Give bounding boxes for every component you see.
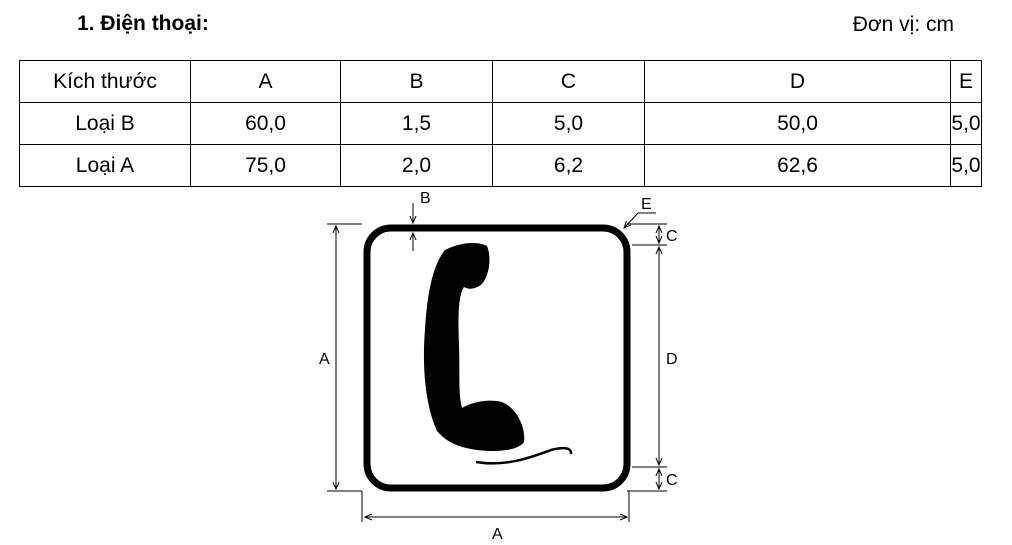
dimension-a-vertical: [327, 223, 363, 522]
dimension-e-label: E: [641, 196, 652, 213]
table-cell: 60,0: [190, 102, 341, 145]
dimension-e: [624, 212, 656, 228]
dimension-b-label: B: [420, 190, 431, 207]
dimension-a-horizontal: [365, 490, 655, 522]
table-cell: 5,0: [950, 144, 982, 187]
table-row: Loại A 75,0 2,0 6,2 62,6 5,0: [19, 144, 982, 187]
header-cell: D: [644, 60, 951, 103]
dimensions-table: Kích thước A B C D E Loại B 60,0 1,5 5,0…: [19, 60, 982, 187]
table-cell: 5,0: [492, 102, 645, 145]
dimension-a-bottom-label: A: [492, 526, 503, 543]
table-cell: 6,2: [492, 144, 645, 187]
table-row: Loại B 60,0 1,5 5,0 50,0 5,0: [19, 102, 982, 145]
telephone-handset-icon: [423, 242, 573, 465]
dimension-a-left-label: A: [319, 351, 330, 368]
section-title: 1. Điện thoại:: [77, 12, 209, 35]
dimension-c-top-label: C: [666, 228, 678, 245]
unit-label: Đơn vị: cm: [852, 13, 954, 36]
dimension-d-label: D: [666, 351, 678, 368]
table-cell: Loại B: [19, 102, 191, 145]
table-cell: 62,6: [644, 144, 951, 187]
table-cell: 75,0: [190, 144, 341, 187]
dimension-c-bottom-label: C: [666, 472, 678, 489]
header-cell: Kích thước: [19, 60, 191, 103]
table-header-row: Kích thước A B C D E: [19, 60, 982, 103]
table-cell: 2,0: [340, 144, 493, 187]
header-cell: E: [950, 60, 982, 103]
dimension-c-d: [627, 223, 667, 492]
header-cell: C: [492, 60, 645, 103]
table-cell: Loại A: [19, 144, 191, 187]
